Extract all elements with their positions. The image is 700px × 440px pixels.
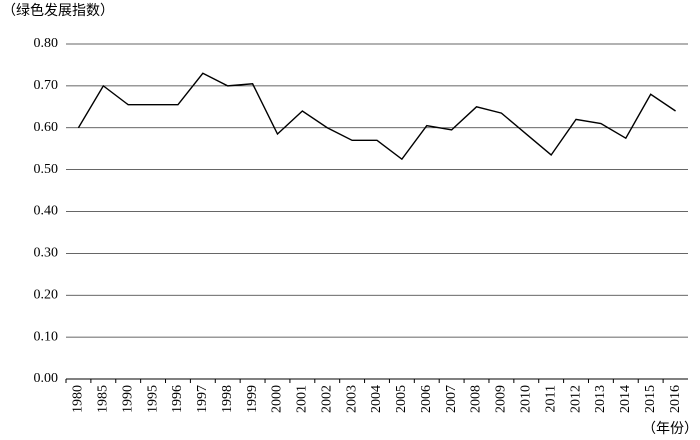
y-tick-label: 0.30: [34, 246, 59, 261]
x-tick-label: 2002: [319, 385, 334, 413]
x-tick-label: 2008: [469, 385, 484, 413]
x-tick-label: 1985: [96, 385, 111, 413]
x-tick-label: 2010: [518, 385, 533, 413]
x-tick-label: 2014: [618, 385, 633, 413]
x-tick-label: 2003: [344, 385, 359, 413]
x-tick-label: 1996: [170, 385, 185, 413]
x-axis-label: （年份）: [642, 421, 698, 437]
y-tick-label: 0.70: [34, 78, 59, 93]
x-tick-label: 1995: [145, 385, 160, 413]
x-tick-label: 2012: [568, 385, 583, 413]
data-line: [77, 72, 676, 161]
y-tick-label: 0.10: [34, 329, 59, 344]
y-tick-label: 0.60: [34, 120, 59, 135]
y-axis-label: （绿色发展指数）: [2, 2, 114, 19]
x-tick-label: 2013: [593, 385, 608, 413]
x-tick-label: 2006: [419, 385, 434, 413]
x-tick-label: 2009: [494, 385, 509, 413]
x-tick-label: 2016: [668, 385, 683, 413]
x-tick-label: 2011: [543, 385, 558, 412]
y-tick-label: 0.50: [34, 162, 59, 177]
x-tick-label: 1997: [195, 385, 210, 413]
y-tick-label: 0.20: [34, 287, 59, 302]
x-tick-label: 2005: [394, 385, 409, 413]
y-tick-label: 0.00: [34, 371, 59, 386]
x-tick-label: 2000: [270, 385, 285, 413]
x-tick-label: 1990: [120, 385, 135, 413]
x-tick-label: 2004: [369, 385, 384, 413]
x-tick-label: 1980: [71, 385, 86, 413]
x-tick-label: 2001: [295, 385, 310, 413]
x-tick-label: 1999: [245, 385, 260, 413]
x-tick-label: 1998: [220, 385, 235, 413]
y-tick-label: 0.40: [34, 204, 59, 219]
x-tick-label: 2015: [643, 385, 658, 413]
y-tick-label: 0.80: [34, 36, 59, 51]
x-tick-label: 2007: [444, 385, 459, 413]
